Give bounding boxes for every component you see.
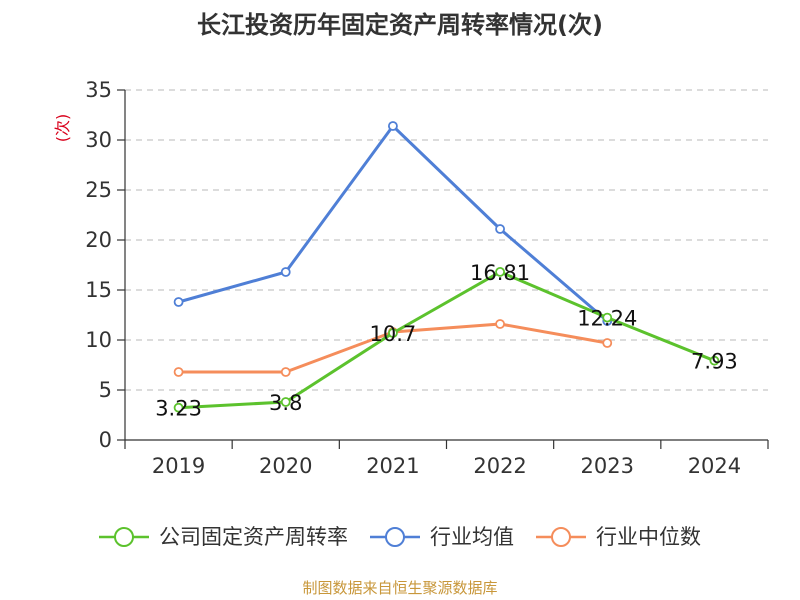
legend-swatch-marker [114,527,134,547]
data-label: 12.24 [577,307,637,331]
x-tick-label: 2024 [688,454,741,478]
data-point [280,397,291,407]
legend-label: 行业均值 [430,525,514,549]
data-point [602,338,613,348]
data-point [602,312,613,323]
y-axis-label: (次) [53,114,72,143]
data-point [495,224,505,234]
legend-item: 行业均值 [370,525,514,549]
legend-item: 行业中位数 [536,525,701,549]
data-label: 7.93 [691,350,738,374]
data-point [495,266,505,277]
y-tick-label: 35 [85,78,112,102]
legend-swatch-marker [551,527,571,547]
data-point [280,267,291,277]
y-tick-label: 5 [99,378,112,402]
axes: 0 5 10 15 20 25 30 35 2019 2020 2021 2022 2023 2024 [85,78,769,478]
y-tick-label: 25 [85,178,112,202]
data-point [280,367,291,377]
data-point [709,355,720,366]
legend-label: 公司固定资产周转率 [159,525,348,549]
data-point [173,367,184,377]
data-label: 3.23 [155,397,202,421]
data-point [388,121,398,131]
source-note: 制图数据来自恒生聚源数据库 [302,579,497,597]
x-tick-label: 2022 [473,454,526,478]
y-tick-label: 20 [85,228,112,252]
y-tick-label: 0 [99,428,112,452]
y-tick-label: 30 [85,128,112,152]
chart-title: 长江投资历年固定资产周转率情况(次) [197,11,603,39]
data-point [173,402,184,413]
data-label: 3.8 [269,391,302,415]
x-tick-label: 2019 [152,454,205,478]
y-tick-label: 10 [85,328,112,352]
data-point [388,328,398,338]
data-point [495,319,505,329]
legend-swatch-marker [385,527,405,547]
legend-item: 公司固定资产周转率 [99,525,348,549]
legend: 公司固定资产周转率 行业均值 行业中位数 [99,525,701,549]
x-tick-label: 2020 [259,454,312,478]
legend-label: 行业中位数 [596,525,701,549]
data-point [173,297,184,307]
x-tick-label: 2023 [581,454,634,478]
data-label: 10.7 [370,322,417,346]
series-line [177,270,716,410]
y-tick-label: 15 [85,278,112,302]
data-labels: 3.23 3.8 10.7 16.81 12.24 7.93 [155,261,738,421]
x-tick-label: 2021 [366,454,419,478]
data-label: 16.81 [470,261,530,285]
grid-lines [125,89,768,391]
series-lines [173,121,720,413]
